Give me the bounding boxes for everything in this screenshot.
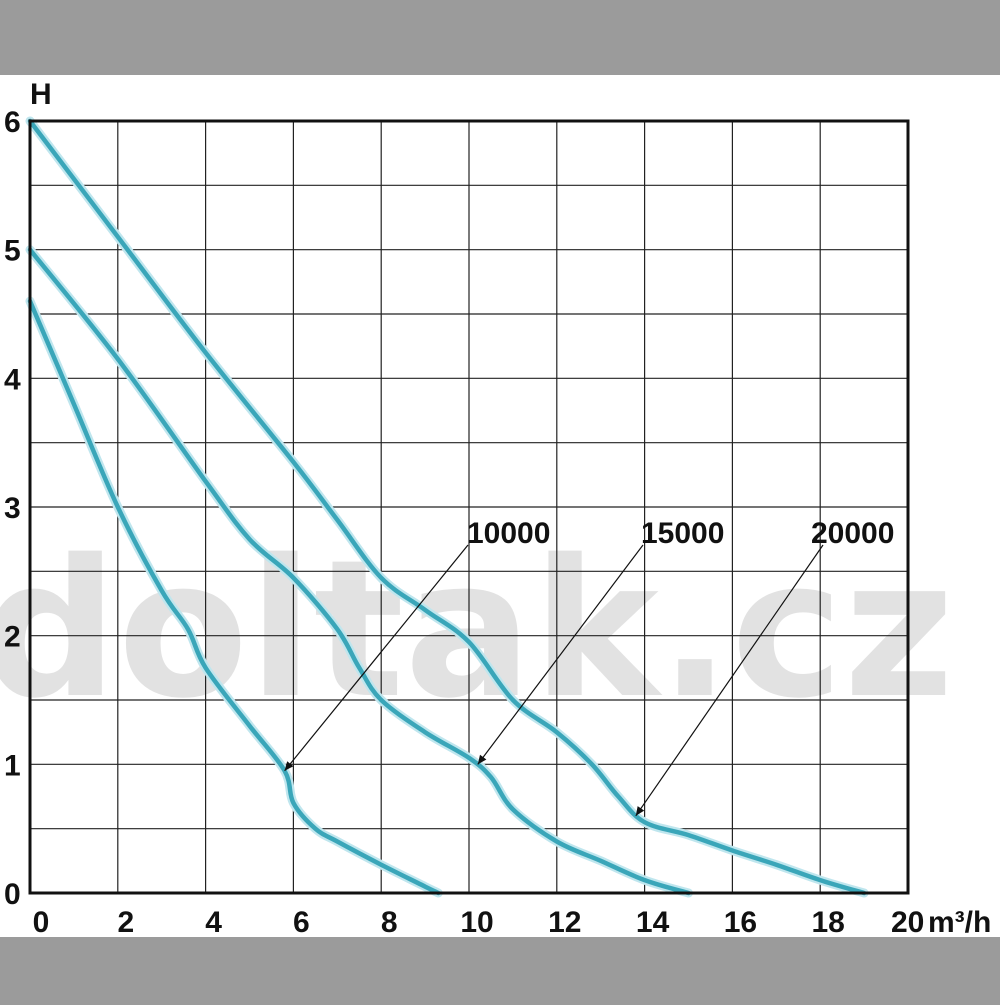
y-tick-labels: 0 1 2 3 4 5 6	[4, 106, 21, 911]
annotation-arrowhead	[284, 761, 294, 771]
x-axis-label: m³/h	[928, 906, 991, 939]
annotation-leader-line	[477, 544, 644, 765]
x-tick-label: 12	[548, 906, 581, 939]
y-tick-label: 3	[4, 492, 21, 525]
annotation-arrowhead	[477, 754, 487, 765]
annotation-leaders	[284, 544, 824, 817]
x-tick-label: 10	[460, 906, 493, 939]
x-tick-label: 2	[117, 906, 134, 939]
x-tick-label: 0	[33, 906, 50, 939]
y-tick-label: 6	[4, 106, 21, 139]
y-tick-label: 4	[4, 363, 21, 396]
annotation-leader-line	[635, 544, 824, 817]
chart-background	[0, 75, 1000, 937]
x-tick-labels: 0 2 4 6 8 10 12 14 16 18 20	[33, 906, 925, 939]
annotation-arrowhead	[635, 806, 645, 816]
x-tick-label: 6	[293, 906, 310, 939]
series-line	[27, 118, 867, 896]
series-label-10000: 10000	[467, 517, 550, 550]
y-axis-label: H	[30, 78, 52, 111]
plot-frame	[28, 119, 910, 895]
x-tick-label: 4	[205, 906, 222, 939]
x-tick-label: 16	[724, 906, 757, 939]
series-labels: 10000 15000 20000	[467, 517, 894, 550]
x-tick-label: 14	[636, 906, 670, 939]
series-line	[27, 298, 441, 896]
series-label-20000: 20000	[811, 517, 894, 550]
x-tick-label: 8	[381, 906, 398, 939]
series-label-15000: 15000	[641, 517, 724, 550]
x-tick-label: 18	[812, 906, 845, 939]
y-tick-label: 2	[4, 621, 21, 654]
x-tick-label: 20	[891, 906, 924, 939]
watermark-text: doltak.cz	[0, 519, 954, 740]
y-tick-label: 0	[4, 878, 21, 911]
annotation-leader-line	[284, 544, 469, 772]
y-tick-label: 1	[4, 749, 21, 782]
y-tick-label: 5	[4, 235, 21, 268]
series-line	[27, 247, 691, 896]
series-layer	[25, 116, 869, 898]
